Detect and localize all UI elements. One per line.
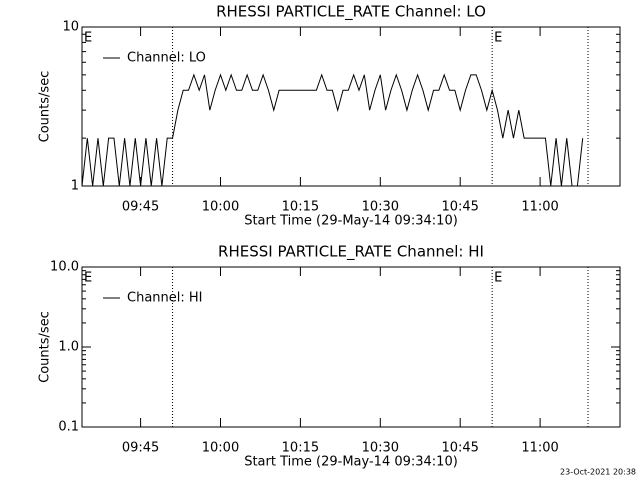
x-axis-label: Start Time (29-May-14 09:34:10) [244, 214, 458, 229]
x-tick-label: 10:30 [362, 200, 399, 215]
x-tick-label: 10:00 [202, 441, 239, 456]
annotation: E [494, 31, 502, 46]
x-axis-label: Start Time (29-May-14 09:34:10) [244, 455, 458, 470]
x-tick-label: 10:15 [282, 200, 319, 215]
chart-title: RHESSI PARTICLE_RATE Channel: HI [218, 243, 484, 262]
series-line [81, 73, 584, 187]
y-tick-label: 10 [62, 20, 79, 35]
x-tick-label: 09:45 [122, 200, 159, 215]
y-axis-label: Counts/sec [38, 311, 53, 383]
legend-label: Channel: LO [127, 51, 206, 66]
x-tick-label: 10:45 [441, 200, 478, 215]
x-tick-label: 10:15 [282, 441, 319, 456]
y-tick-label: 0.1 [58, 420, 79, 435]
annotation: E [84, 31, 92, 46]
x-tick-label: 11:00 [521, 200, 558, 215]
y-axis-label: Counts/sec [38, 71, 53, 143]
y-tick-label: 1 [71, 179, 79, 194]
y-tick-label: 1.0 [58, 340, 79, 355]
annotation: E [494, 271, 502, 286]
y-tick-label: 10.0 [50, 260, 79, 275]
plot-frame [81, 26, 621, 187]
footer: 23-Oct-2021 20:38 [560, 468, 636, 477]
x-tick-label: 10:00 [202, 200, 239, 215]
x-tick-label: 10:45 [441, 441, 478, 456]
x-tick-label: 10:30 [362, 441, 399, 456]
x-tick-label: 11:00 [521, 441, 558, 456]
chart-title: RHESSI PARTICLE_RATE Channel: LO [216, 3, 486, 22]
x-tick-label: 09:45 [122, 441, 159, 456]
annotation: E [84, 271, 92, 286]
legend-label: Channel: HI [127, 291, 203, 306]
